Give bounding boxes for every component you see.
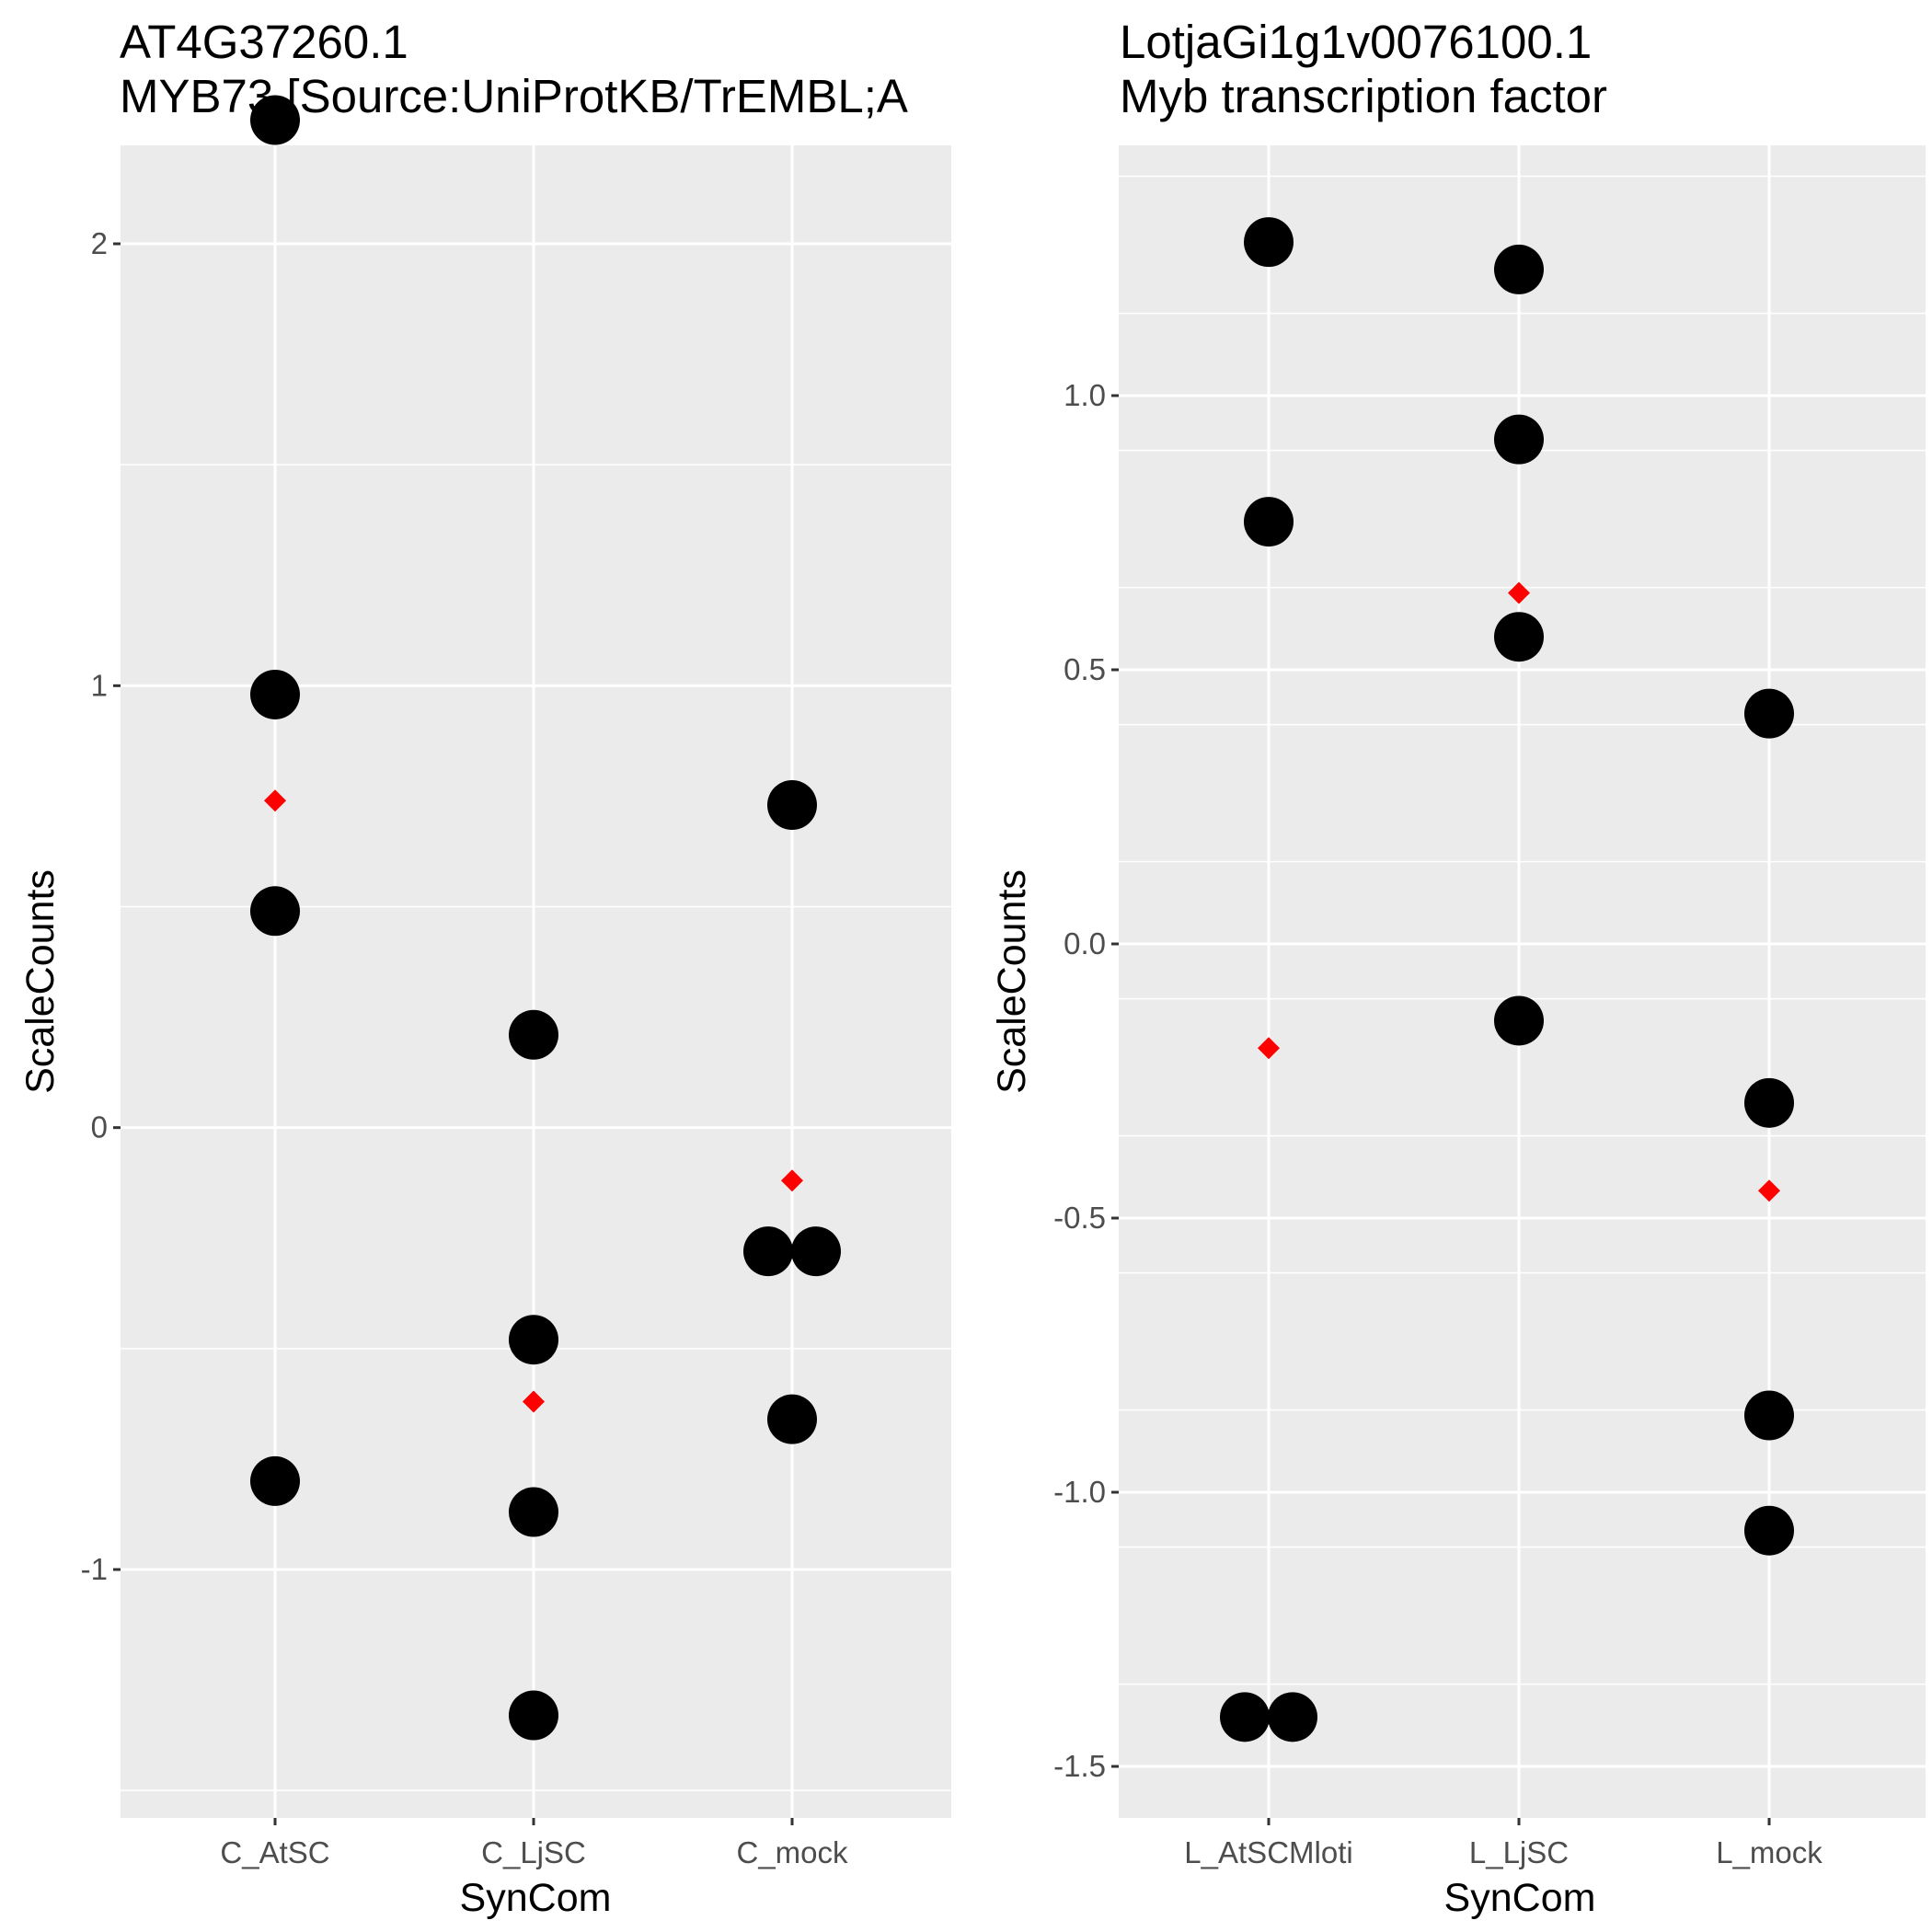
data-point [250, 95, 300, 145]
y-tick-label: -1 [81, 1552, 108, 1586]
x-tick-label: L_AtSCMloti [1184, 1835, 1352, 1869]
panel-left-plot-background [121, 145, 951, 1818]
data-point [1744, 1390, 1794, 1441]
data-point [743, 1226, 793, 1277]
panel-right-x-axis-title: SynCom [1444, 1876, 1596, 1920]
panel-right: LotjaGi1g1v0076100.1 Myb transcription f… [990, 16, 1926, 1920]
panel-left: AT4G37260.1 MYB73 [Source:UniProtKB/TrEM… [18, 16, 951, 1920]
mean-marker [781, 1169, 803, 1192]
data-point [791, 1226, 841, 1277]
panel-right-title: LotjaGi1g1v0076100.1 [1120, 16, 1592, 68]
mean-marker [264, 789, 286, 812]
mean-marker [1508, 581, 1530, 604]
data-point [1744, 1505, 1794, 1556]
y-tick-label: -1.0 [1053, 1475, 1106, 1509]
panel-right-marks [1220, 217, 1794, 1742]
panel-left-title: AT4G37260.1 [120, 16, 408, 68]
y-tick-label: -0.5 [1053, 1201, 1106, 1235]
panel-right-axes: -1.5 -1.0 -0.5 0.0 0.5 1.0 L_AtSCMloti L_LjSC L_… [1053, 378, 1823, 1869]
y-tick-label: -1.5 [1053, 1749, 1106, 1783]
mean-marker [1758, 1179, 1780, 1202]
data-point [1744, 688, 1794, 739]
data-point [250, 886, 300, 937]
data-point [509, 1690, 558, 1741]
data-point [509, 1009, 558, 1060]
data-point [509, 1315, 558, 1365]
x-tick-label: L_mock [1716, 1835, 1823, 1869]
y-tick-label: 2 [91, 226, 108, 260]
data-point [1494, 414, 1544, 465]
data-point [1494, 995, 1544, 1046]
panel-right-subtitle: Myb transcription factor [1120, 70, 1607, 122]
x-tick-label: L_LjSC [1469, 1835, 1569, 1869]
x-tick-label: C_AtSC [220, 1835, 329, 1869]
data-point [1244, 217, 1294, 268]
data-point [767, 1394, 817, 1444]
y-tick-label: 1.0 [1064, 378, 1106, 412]
data-point [767, 780, 817, 831]
panel-right-y-axis-title: ScaleCounts [990, 869, 1034, 1094]
data-point [1268, 1692, 1317, 1742]
mean-marker [523, 1390, 545, 1413]
y-tick-label: 0 [91, 1110, 108, 1144]
data-point [1744, 1077, 1794, 1128]
panel-left-x-axis-title: SynCom [460, 1876, 612, 1920]
y-tick-label: 1 [91, 668, 108, 702]
data-point [1494, 612, 1544, 662]
panel-left-y-axis-title: ScaleCounts [18, 869, 63, 1094]
panel-left-subtitle: MYB73 [Source:UniProtKB/TrEMBL;A [120, 70, 908, 122]
y-tick-label: 0.0 [1064, 926, 1106, 960]
data-point [509, 1487, 558, 1537]
data-point [250, 669, 300, 719]
data-point [1220, 1692, 1270, 1742]
data-point [1244, 497, 1294, 547]
panel-left-marks [250, 95, 841, 1741]
x-tick-label: C_mock [736, 1835, 848, 1869]
y-tick-label: 0.5 [1064, 652, 1106, 686]
panel-left-axes: -1 0 1 2 C_AtSC C_LjSC C_mock [81, 226, 848, 1869]
mean-marker [1258, 1037, 1280, 1060]
data-point [1494, 244, 1544, 294]
data-point [250, 1455, 300, 1506]
x-tick-label: C_LjSC [481, 1835, 586, 1869]
